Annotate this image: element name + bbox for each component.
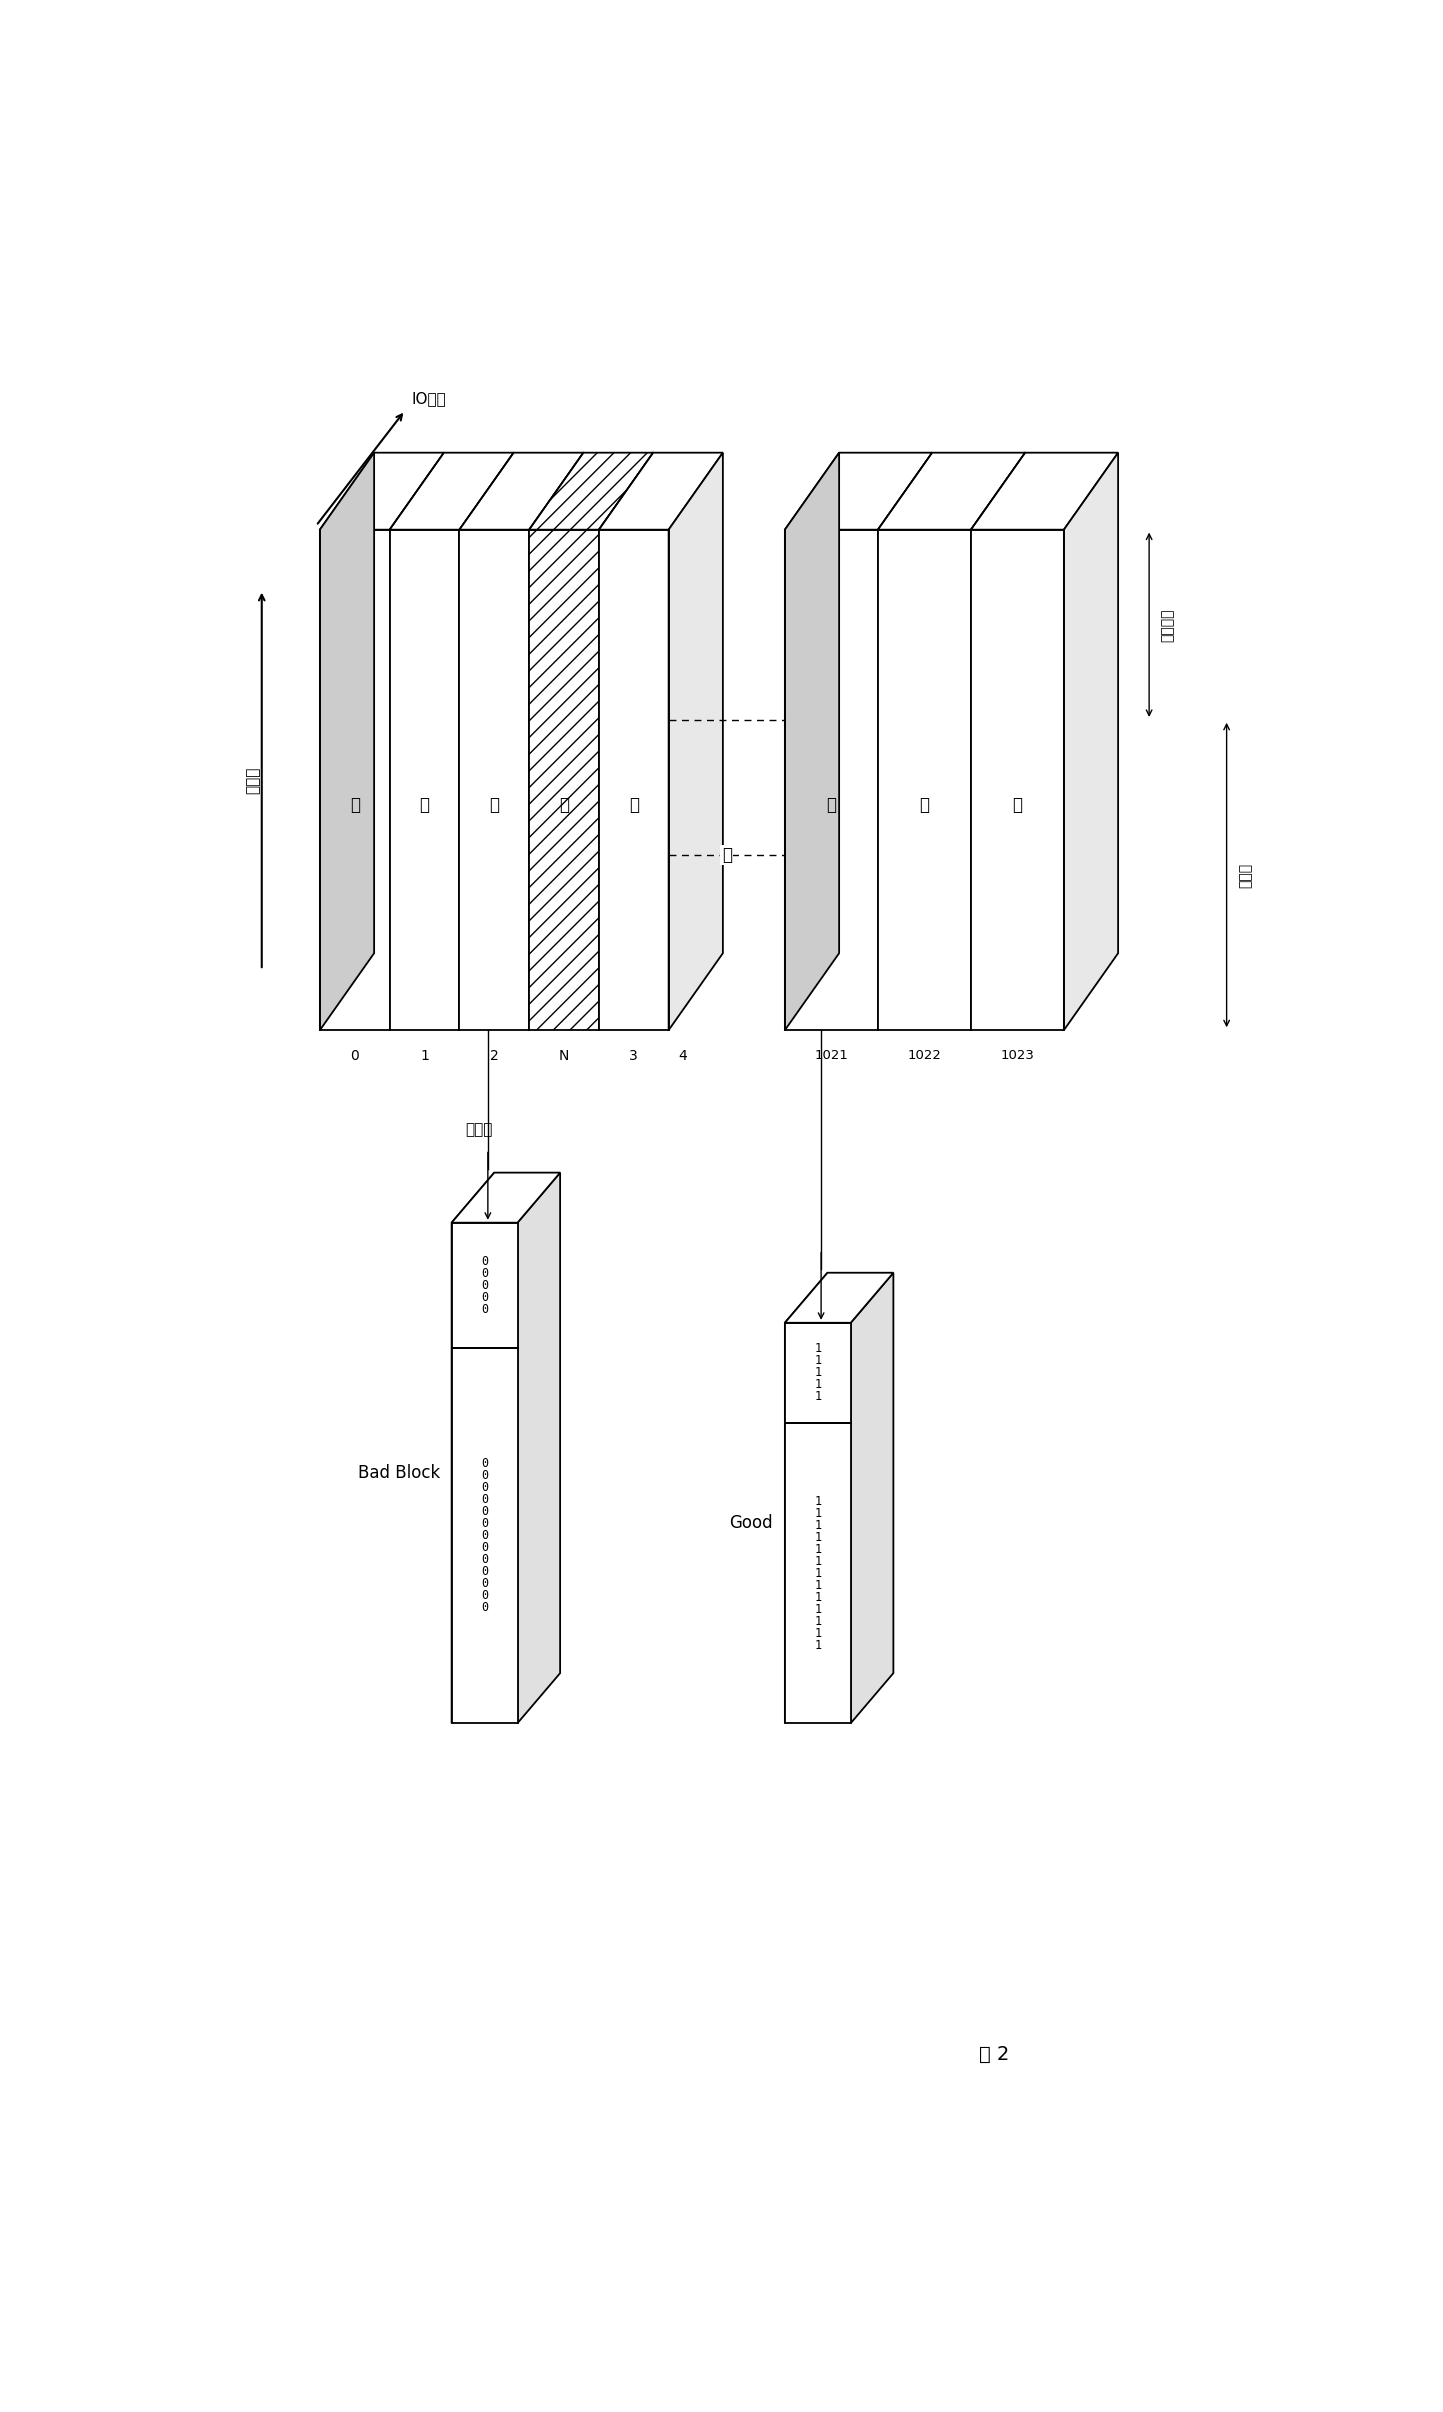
Text: 1021: 1021: [814, 1049, 848, 1061]
Text: 1022: 1022: [908, 1049, 941, 1061]
Text: Good: Good: [730, 1515, 773, 1532]
Polygon shape: [390, 453, 514, 531]
Bar: [785, 531, 877, 1030]
Text: 主区域: 主区域: [1238, 863, 1253, 888]
Text: 0
0
0
0
0
0
0
0
0
0
0
0
0: 0 0 0 0 0 0 0 0 0 0 0 0 0: [481, 1457, 488, 1614]
Bar: [785, 1322, 851, 1423]
Polygon shape: [320, 453, 444, 531]
Text: 0
0
0
0
0: 0 0 0 0 0: [481, 1254, 488, 1315]
Text: 块: 块: [827, 796, 837, 813]
Text: 列方向: 列方向: [245, 767, 260, 794]
Text: 1
1
1
1
1
1
1
1
1
1
1
1
1: 1 1 1 1 1 1 1 1 1 1 1 1 1: [814, 1495, 821, 1652]
Bar: [320, 531, 390, 1030]
Polygon shape: [877, 453, 1025, 531]
Text: 图 2: 图 2: [978, 2045, 1009, 2065]
Text: 块: 块: [420, 796, 430, 813]
Polygon shape: [452, 1172, 495, 1722]
Bar: [599, 531, 668, 1030]
Polygon shape: [785, 1274, 893, 1322]
Text: 1023: 1023: [1000, 1049, 1035, 1061]
Text: 块: 块: [558, 796, 569, 813]
Polygon shape: [518, 1172, 560, 1722]
Bar: [530, 531, 599, 1030]
Text: 块地址: 块地址: [465, 1122, 492, 1138]
Polygon shape: [785, 453, 840, 1030]
Bar: [452, 1223, 518, 1348]
Bar: [459, 531, 530, 1030]
Text: 0: 0: [351, 1049, 359, 1064]
Bar: [390, 531, 459, 1030]
Text: 块: 块: [722, 847, 732, 863]
Text: Bad Block: Bad Block: [358, 1464, 440, 1481]
Polygon shape: [785, 453, 932, 531]
Text: 1
1
1
1
1: 1 1 1 1 1: [814, 1343, 821, 1404]
Polygon shape: [320, 453, 374, 1030]
Text: 1: 1: [420, 1049, 429, 1064]
Text: 额外区域: 额外区域: [1160, 608, 1175, 642]
Polygon shape: [452, 1172, 560, 1223]
Bar: [877, 531, 971, 1030]
Polygon shape: [971, 453, 1118, 531]
Text: 块: 块: [349, 796, 359, 813]
Bar: [971, 531, 1063, 1030]
Text: 块: 块: [629, 796, 639, 813]
Text: 2: 2: [489, 1049, 499, 1064]
Bar: [452, 1348, 518, 1722]
Text: 块: 块: [919, 796, 929, 813]
Polygon shape: [668, 453, 723, 1030]
Polygon shape: [1063, 453, 1118, 1030]
Text: IO方向: IO方向: [411, 391, 446, 408]
Polygon shape: [530, 453, 654, 531]
Polygon shape: [785, 1274, 827, 1722]
Text: 块: 块: [1013, 796, 1023, 813]
Bar: [785, 1423, 851, 1722]
Polygon shape: [459, 453, 583, 531]
Text: 3: 3: [629, 1049, 638, 1064]
Polygon shape: [851, 1274, 893, 1722]
Text: 块: 块: [489, 796, 499, 813]
Text: N: N: [558, 1049, 569, 1064]
Text: 4: 4: [678, 1049, 687, 1064]
Polygon shape: [599, 453, 723, 531]
